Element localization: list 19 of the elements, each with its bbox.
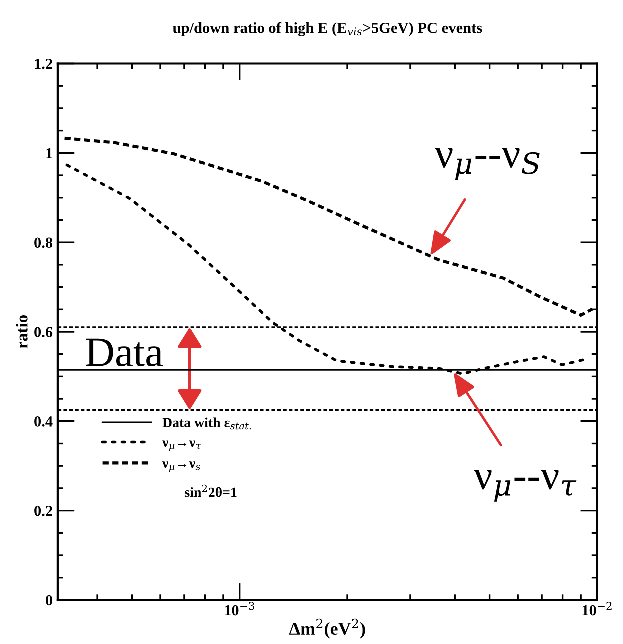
legend-label: ν$_{μ}$→ν$_{τ}$: [162, 440, 202, 452]
x-axis-title: Δm$^{2}$(eV$^{2}$): [289, 618, 366, 639]
annotation: ν$_{μ}$--ν$_{S}$: [435, 148, 540, 180]
annotation: sin$^{2}$2θ=1: [185, 484, 237, 498]
y-tick-label: 0: [46, 595, 52, 606]
chart-title: up/down ratio of high E (E$_{vis}$>5GeV) PC events: [173, 22, 482, 36]
y-tick-label: 0.4: [34, 416, 53, 427]
y-axis-title: ratio: [16, 315, 28, 349]
annotation: Data: [86, 338, 163, 367]
y-tick-label: 0.2: [34, 506, 52, 516]
y-tick-label: 0.8: [34, 238, 53, 248]
legend-label: ν$_{μ}$→ν$_{s}$: [162, 462, 200, 472]
y-tick-label: 1: [46, 148, 52, 158]
legend-label: Data with ε$_{stat.}$: [162, 418, 252, 430]
x-tick-label: 10$^{−3}$: [225, 602, 254, 616]
y-tick-label: 0.6: [34, 327, 53, 338]
annotation: ν$_{μ}$--ν$_{τ}$: [474, 470, 577, 502]
y-tick-label: 1.2: [35, 58, 52, 70]
x-tick-label: 10$^{−2}$: [582, 602, 612, 616]
